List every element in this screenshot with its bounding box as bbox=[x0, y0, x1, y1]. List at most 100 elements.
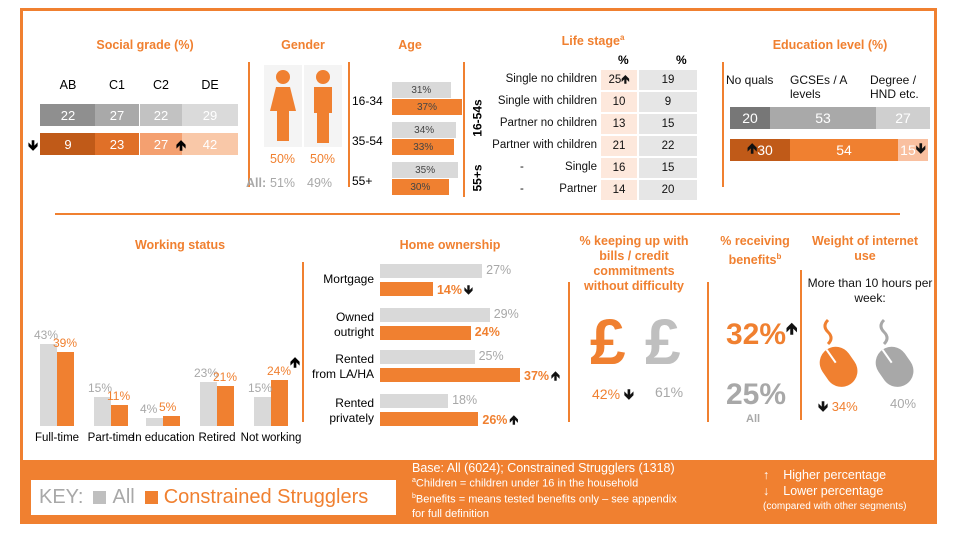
education-title: Education level (%) bbox=[772, 38, 888, 52]
home-ownership-seg-label: 24% bbox=[474, 325, 500, 339]
age-group-label: 55+ bbox=[352, 174, 373, 188]
gender-all-female: 51% bbox=[270, 176, 296, 190]
divider bbox=[348, 62, 350, 187]
working-status-seg-bar bbox=[163, 416, 180, 426]
home-ownership-category: Rented privately bbox=[329, 396, 374, 425]
up-arrow-icon: 🡹 bbox=[747, 140, 758, 156]
home-ownership-seg-bar bbox=[380, 326, 471, 340]
down-arrow-icon: 🡻 bbox=[915, 140, 926, 156]
home-ownership-seg-bar bbox=[380, 412, 479, 426]
social-grade-cat: AB bbox=[59, 78, 77, 92]
edu-cat-gcse: GCSEs / A levels bbox=[790, 73, 847, 101]
working-status-all-label: 4% bbox=[140, 402, 158, 417]
footer-note-b: bBenefits = means tested benefits only –… bbox=[412, 493, 677, 520]
working-status-category: Retired bbox=[198, 432, 236, 444]
working-status-all-bar bbox=[40, 344, 57, 426]
social-grade-all-bar: 22 bbox=[40, 104, 96, 126]
home-ownership-all-bar bbox=[380, 394, 449, 408]
age-seg-bar: 37% bbox=[392, 99, 462, 115]
working-status-seg-bar bbox=[57, 351, 74, 426]
life-stage-title: Life stagea bbox=[561, 33, 625, 49]
working-status-seg-label: 5% bbox=[159, 400, 177, 415]
working-status-all-label: 23% bbox=[194, 366, 219, 381]
life-stage-col-all: % bbox=[676, 53, 687, 67]
life-stage-seg-value: 14 bbox=[601, 180, 637, 200]
down-arrow-icon: 🡻 bbox=[464, 283, 473, 297]
home-ownership-category: Owned outright bbox=[333, 310, 374, 339]
home-ownership-seg-label: 26% 🡹 bbox=[482, 413, 519, 427]
social-grade-seg-bar: 27 bbox=[140, 133, 182, 155]
divider bbox=[707, 282, 709, 422]
working-status-seg-label: 11% bbox=[107, 389, 131, 404]
home-ownership-all-label: 18% bbox=[452, 393, 478, 407]
divider bbox=[248, 62, 250, 187]
social-grade-all-bar: 22 bbox=[140, 104, 182, 126]
home-ownership-title: Home ownership bbox=[399, 238, 501, 252]
gender-seg-male: 50% bbox=[310, 152, 336, 166]
female-icon bbox=[264, 65, 302, 147]
divider bbox=[302, 262, 304, 422]
working-status-category: Not working bbox=[240, 432, 302, 444]
key-seg-swatch bbox=[144, 491, 158, 504]
key-seg-label: Constrained Strugglers bbox=[163, 486, 369, 508]
up-arrow-icon: 🡹 bbox=[551, 369, 561, 383]
age-seg-bar: 30% bbox=[392, 179, 449, 195]
education-seg-value: 15 bbox=[900, 142, 916, 158]
home-ownership-all-label: 27% bbox=[486, 263, 512, 277]
footer: KEY: All Constrained Strugglers Base: Al… bbox=[23, 460, 934, 521]
life-stage-label: Partner no children bbox=[499, 117, 597, 129]
life-stage-label: Single with children bbox=[497, 95, 597, 107]
working-status-category: Full-time bbox=[34, 432, 80, 444]
working-status-seg-label: 24% bbox=[267, 364, 292, 379]
life-stage-label: Partner with children bbox=[492, 139, 597, 151]
home-ownership-seg-bar bbox=[380, 368, 520, 382]
divider bbox=[568, 282, 570, 422]
edu-cat-degree: Degree / HND etc. bbox=[870, 73, 919, 101]
age-seg-bar: 33% bbox=[392, 139, 455, 155]
life-stage-col-seg: % bbox=[618, 53, 629, 67]
key-all-label: All bbox=[112, 486, 135, 508]
working-status-all-label: 43% bbox=[34, 328, 59, 342]
up-arrow-icon: 🡹 bbox=[509, 413, 519, 427]
life-stage-label: Single no children bbox=[505, 73, 597, 85]
social-grade-seg-bar: 9 bbox=[40, 133, 96, 155]
mouse-icon-segment bbox=[810, 318, 865, 390]
down-arrow-icon: 🡻 bbox=[28, 137, 39, 153]
education-seg-bar: 54 bbox=[790, 139, 898, 161]
working-status-all-label: 15% bbox=[248, 381, 273, 396]
working-status-seg-bar bbox=[271, 380, 288, 426]
age-group-label: 16-34 bbox=[352, 94, 383, 108]
education-all-bar: 27 bbox=[876, 107, 930, 129]
male-icon bbox=[304, 65, 342, 147]
life-stage-seg-number: 25 bbox=[608, 74, 622, 86]
education-seg-value: 30 bbox=[757, 142, 773, 158]
working-status-seg-bar bbox=[217, 385, 234, 426]
home-ownership-all-bar bbox=[380, 350, 475, 364]
age-all-bar: 31% bbox=[392, 82, 451, 98]
pound-icon-all: £ bbox=[645, 306, 681, 378]
gender-title: Gender bbox=[281, 38, 325, 52]
social-grade-seg-bar: 42 bbox=[182, 133, 238, 155]
social-grade-all-bar: 29 bbox=[182, 104, 238, 126]
internet-title: Weight of internet use bbox=[811, 234, 918, 263]
social-grade-title: Social grade (%) bbox=[96, 38, 194, 52]
internet-subtitle: More than 10 hours per week: bbox=[807, 276, 933, 305]
life-stage-all-value: 22 bbox=[639, 136, 697, 156]
life-stage-dash: - bbox=[520, 183, 524, 195]
gender-all-male: 49% bbox=[307, 176, 333, 190]
working-status-category: Part-time bbox=[87, 432, 135, 444]
working-status-all-bar bbox=[200, 382, 217, 426]
social-grade-cat: DE bbox=[201, 78, 219, 92]
working-status-seg-label: 39% bbox=[53, 335, 78, 350]
working-status-seg-label: 21% bbox=[213, 369, 238, 384]
education-seg-bar: 🡹 30 bbox=[730, 139, 790, 161]
up-arrow-icon: 🡹 bbox=[290, 354, 301, 370]
life-stage-seg-value: 13 bbox=[601, 114, 637, 134]
key-legend: KEY: All Constrained Strugglers bbox=[31, 480, 396, 515]
life-stage-dash: - bbox=[520, 161, 524, 173]
age-title: Age bbox=[398, 38, 422, 52]
legend-compared: (compared with other segments) bbox=[763, 501, 907, 512]
working-status-category: In education bbox=[132, 432, 195, 444]
life-stage-row: Single no children 25🡹 19 bbox=[484, 70, 697, 90]
education-seg-value: 54 bbox=[836, 142, 852, 158]
